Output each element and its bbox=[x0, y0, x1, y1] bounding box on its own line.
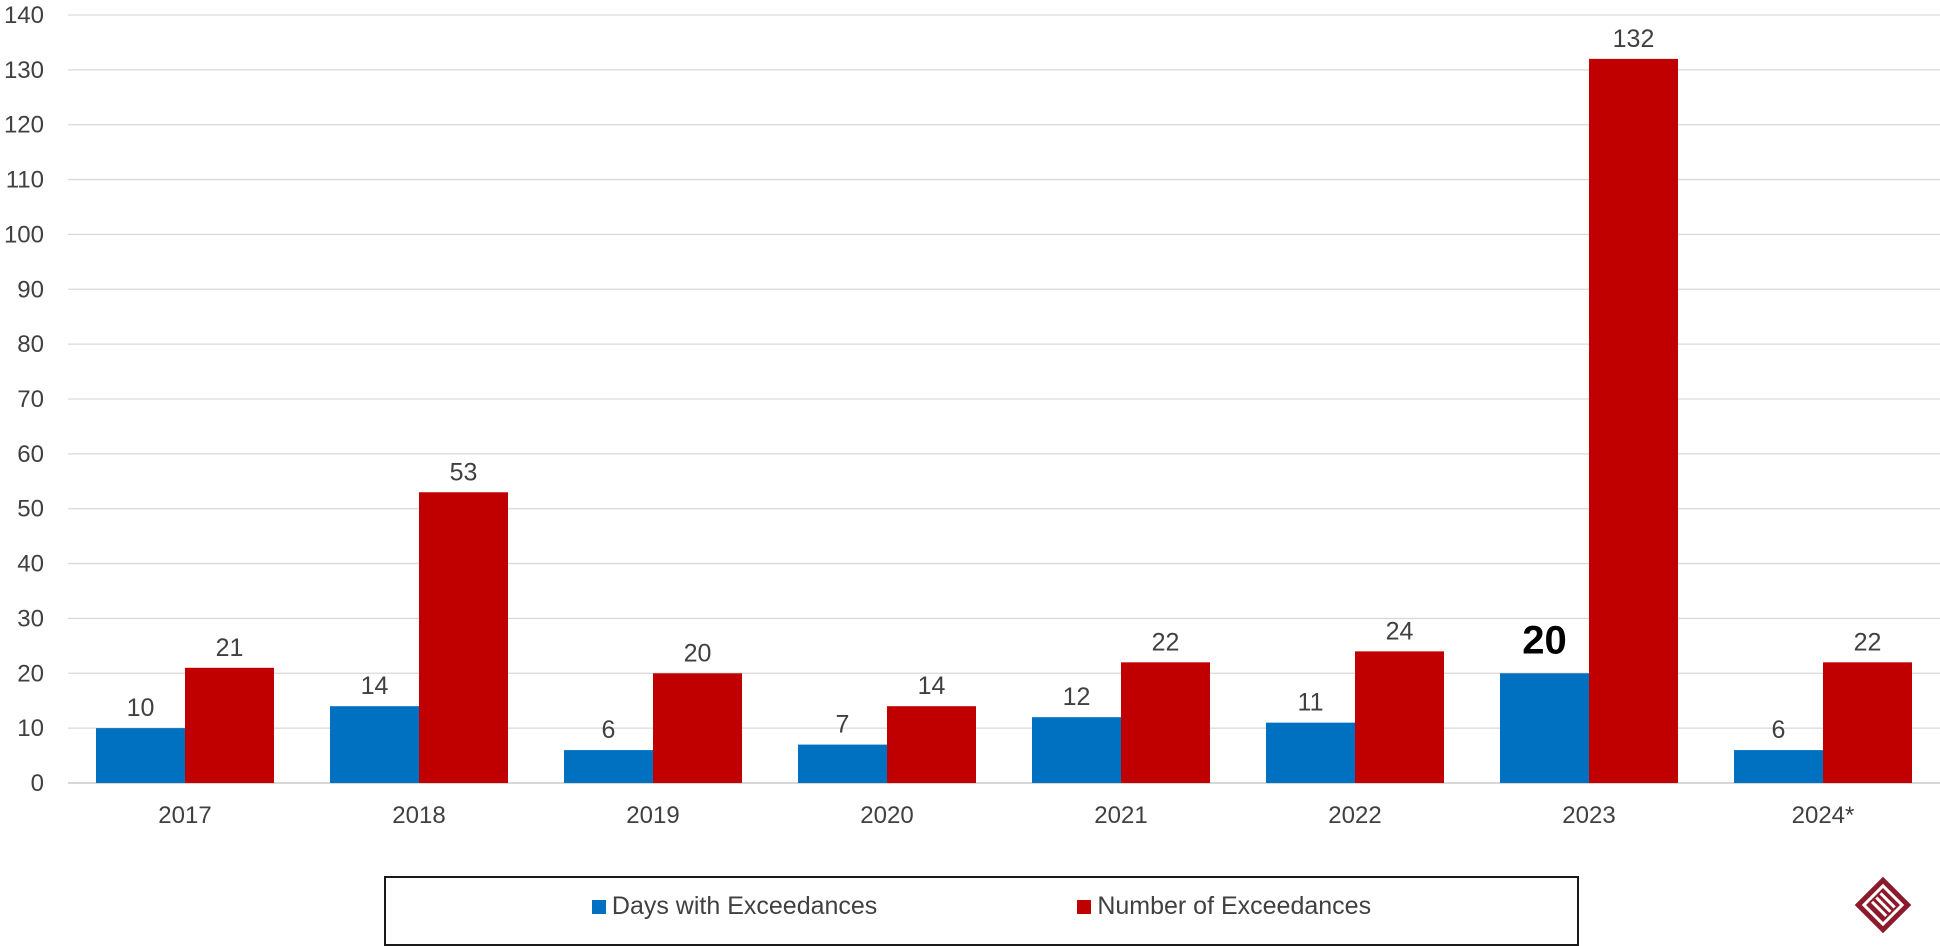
y-tick-label: 70 bbox=[17, 386, 44, 413]
x-tick-label: 2022 bbox=[1328, 802, 1381, 829]
y-tick-label: 80 bbox=[17, 331, 44, 358]
y-axis-ticks: 0 10 20 30 40 50 60 70 80 90 100 110 120 130 140 bbox=[4, 2, 44, 797]
y-tick-label: 60 bbox=[17, 441, 44, 468]
legend-item-days: Days with Exceedances bbox=[591, 892, 878, 921]
data-label: 12 bbox=[1063, 683, 1091, 711]
bar-number-of-exceedances bbox=[185, 667, 274, 783]
y-tick-label: 50 bbox=[17, 496, 44, 523]
bar-days-with-exceedances bbox=[1266, 722, 1355, 783]
x-tick-label: 2017 bbox=[158, 802, 211, 829]
bar-number-of-exceedances bbox=[653, 673, 742, 783]
data-label: 20 bbox=[684, 639, 712, 667]
bar-days-with-exceedances bbox=[1500, 673, 1589, 783]
bar-number-of-exceedances bbox=[887, 706, 976, 783]
bar-number-of-exceedances bbox=[1121, 662, 1210, 783]
data-label: 20 bbox=[1522, 618, 1567, 662]
y-tick-label: 0 bbox=[31, 770, 44, 797]
y-tick-label: 140 bbox=[4, 2, 44, 29]
data-label: 6 bbox=[1772, 716, 1786, 744]
y-tick-label: 20 bbox=[17, 660, 44, 687]
bar-number-of-exceedances bbox=[419, 492, 508, 783]
bar-days-with-exceedances bbox=[798, 744, 887, 783]
legend-label-number: Number of Exceedances bbox=[1097, 892, 1372, 920]
legend-item-number: Number of Exceedances bbox=[1077, 892, 1371, 921]
x-tick-label: 2020 bbox=[860, 802, 913, 829]
x-tick-label: 2024* bbox=[1792, 802, 1855, 829]
legend-swatch-number bbox=[1077, 899, 1092, 914]
data-label: 21 bbox=[216, 634, 244, 662]
diamond-logo-icon bbox=[1854, 876, 1912, 934]
y-tick-label: 100 bbox=[4, 221, 44, 248]
bar-days-with-exceedances bbox=[564, 750, 653, 783]
bar-days-with-exceedances bbox=[1734, 750, 1823, 783]
data-label: 24 bbox=[1386, 617, 1414, 645]
y-tick-label: 10 bbox=[17, 715, 44, 742]
data-label: 14 bbox=[361, 672, 389, 700]
y-tick-label: 130 bbox=[4, 57, 44, 84]
y-tick-label: 30 bbox=[17, 605, 44, 632]
bar-number-of-exceedances bbox=[1589, 58, 1678, 783]
data-label: 22 bbox=[1152, 628, 1180, 656]
data-label: 53 bbox=[450, 458, 478, 486]
legend-swatch-days bbox=[591, 899, 606, 914]
data-label: 22 bbox=[1854, 628, 1882, 656]
data-label: 7 bbox=[836, 711, 850, 739]
legend: Days with Exceedances Number of Exceedan… bbox=[384, 876, 1579, 946]
legend-label-days: Days with Exceedances bbox=[611, 892, 878, 920]
y-tick-label: 110 bbox=[6, 167, 44, 194]
data-label: 6 bbox=[602, 716, 616, 744]
bars bbox=[96, 58, 1912, 783]
y-tick-label: 90 bbox=[17, 276, 44, 303]
bar-days-with-exceedances bbox=[1032, 717, 1121, 783]
x-tick-label: 2023 bbox=[1562, 802, 1615, 829]
data-label: 14 bbox=[918, 672, 946, 700]
bar-days-with-exceedances bbox=[330, 706, 419, 783]
bar-number-of-exceedances bbox=[1355, 651, 1444, 783]
x-tick-label: 2019 bbox=[626, 802, 679, 829]
data-label: 132 bbox=[1613, 25, 1655, 53]
data-label: 11 bbox=[1298, 689, 1324, 717]
x-tick-label: 2018 bbox=[392, 802, 445, 829]
x-axis-ticks: 2017 2018 2019 2020 2021 2022 2023 2024* bbox=[158, 802, 1854, 829]
bar-number-of-exceedances bbox=[1823, 662, 1912, 783]
bar-days-with-exceedances bbox=[96, 728, 185, 783]
data-label: 10 bbox=[127, 694, 155, 722]
data-labels: 10 21 14 53 6 20 7 14 12 22 11 24 20 132 6 22 bbox=[127, 25, 1882, 744]
x-tick-label: 2021 bbox=[1094, 802, 1147, 829]
y-tick-label: 120 bbox=[4, 112, 44, 139]
y-tick-label: 40 bbox=[17, 551, 44, 578]
